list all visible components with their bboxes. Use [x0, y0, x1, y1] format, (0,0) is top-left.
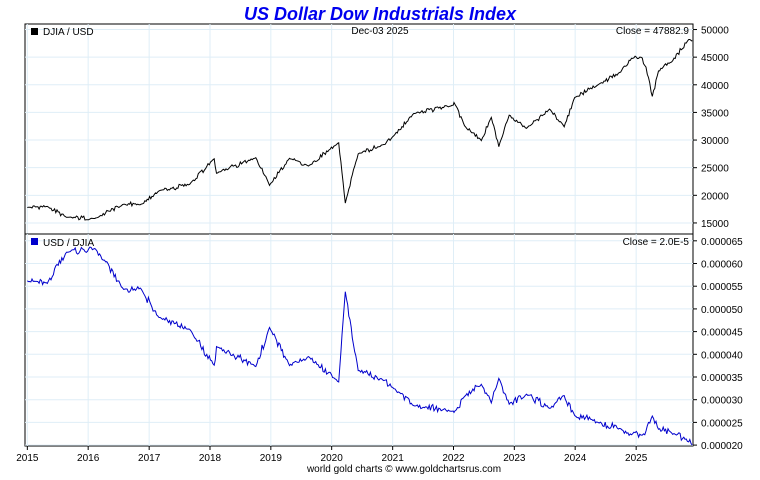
panel-bottom: 0.000020 0.000025 0.000030 0.000035 0.000040… — [24, 233, 743, 452]
date-label: Dec-03 2025 — [351, 26, 409, 37]
y-tick-label: 0.000065 — [701, 237, 743, 248]
series-line-djia-usd — [27, 39, 693, 221]
close-label-top: Close = 47882.9 — [616, 26, 690, 37]
series-line-usd-djia — [27, 246, 693, 446]
legend-label-top: DJIA / USD — [43, 27, 94, 38]
y-tick-label: 45000 — [701, 53, 729, 64]
x-tick-label: 2016 — [77, 453, 100, 464]
x-tick-label: 2020 — [321, 453, 344, 464]
y-tick-label: 35000 — [701, 108, 729, 119]
y-tick-label: 25000 — [701, 164, 729, 175]
y-axis-top: 15000 20000 25000 30000 35000 40000 45000 50000 — [693, 26, 729, 230]
y-tick-label: 0.000025 — [701, 418, 743, 429]
x-axis: 2015 2016 2017 2018 2019 2020 2021 2022 2023 2024… — [16, 446, 648, 464]
legend-swatch-bottom — [31, 238, 38, 245]
grid-top — [25, 24, 693, 234]
x-tick-label: 2021 — [382, 453, 405, 464]
grid-bottom — [25, 234, 693, 446]
panel-top-frame — [24, 23, 694, 235]
panel-top: 15000 20000 25000 30000 35000 40000 45000 50000… — [24, 23, 729, 235]
y-tick-label: 0.000050 — [701, 305, 743, 316]
x-tick-label: 2019 — [260, 453, 283, 464]
y-tick-label: 30000 — [701, 136, 729, 147]
panel-bottom-frame — [24, 233, 694, 447]
y-tick-label: 0.000055 — [701, 282, 743, 293]
y-tick-label: 15000 — [701, 219, 729, 230]
y-tick-label: 0.000030 — [701, 396, 743, 407]
footer-credit: world gold charts © www.goldchartsrus.co… — [306, 464, 501, 475]
x-tick-label: 2022 — [442, 453, 465, 464]
y-axis-bottom: 0.000020 0.000025 0.000030 0.000035 0.000040… — [693, 237, 743, 452]
x-tick-label: 2017 — [138, 453, 161, 464]
x-tick-label: 2024 — [564, 453, 587, 464]
y-tick-label: 50000 — [701, 26, 729, 37]
x-tick-label: 2015 — [16, 453, 39, 464]
y-tick-label: 0.000035 — [701, 373, 743, 384]
y-tick-label: 20000 — [701, 191, 729, 202]
x-tick-label: 2023 — [503, 453, 526, 464]
y-tick-label: 0.000045 — [701, 328, 743, 339]
y-tick-label: 0.000020 — [701, 441, 743, 452]
y-tick-label: 0.000060 — [701, 260, 743, 271]
x-tick-label: 2025 — [625, 453, 648, 464]
close-label-bottom: Close = 2.0E-5 — [623, 237, 690, 248]
legend-label-bottom: USD / DJIA — [43, 238, 94, 249]
y-tick-label: 40000 — [701, 81, 729, 92]
x-tick-label: 2018 — [199, 453, 222, 464]
y-tick-label: 0.000040 — [701, 350, 743, 361]
chart-title: US Dollar Dow Industrials Index — [244, 4, 517, 24]
legend-swatch-top — [31, 28, 38, 35]
